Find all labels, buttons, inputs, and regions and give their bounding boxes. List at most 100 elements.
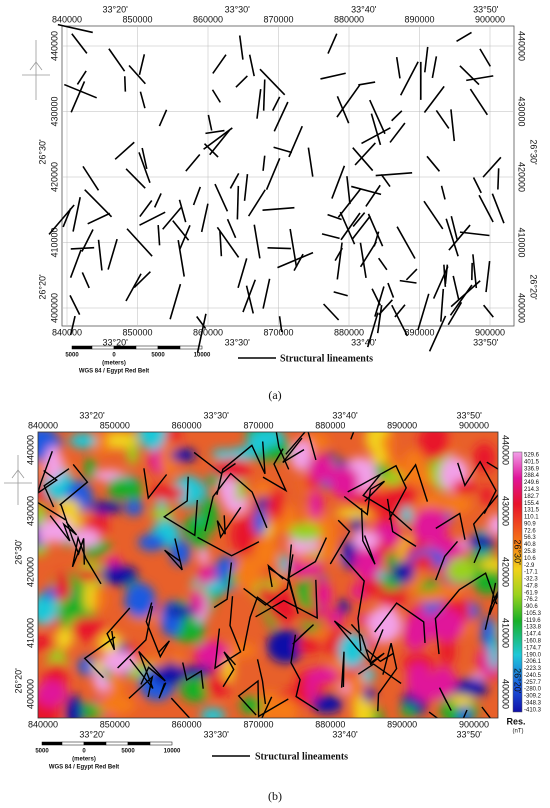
anomaly-blob	[83, 580, 96, 613]
lineament	[262, 79, 266, 111]
lineament	[238, 35, 244, 60]
lineament	[481, 706, 492, 718]
lineament	[376, 305, 383, 334]
lineament	[235, 75, 248, 88]
anomaly-blob	[379, 527, 401, 548]
lineament	[185, 154, 201, 172]
lineament	[434, 572, 498, 655]
lineament	[138, 152, 151, 183]
lineament	[423, 85, 445, 113]
lineament	[449, 284, 473, 316]
lineament	[43, 468, 70, 508]
lineament	[209, 129, 230, 156]
lineament	[108, 48, 126, 72]
anomaly-blob	[416, 493, 445, 510]
easting-label: 840000	[52, 327, 82, 337]
lineament	[435, 540, 459, 581]
lineament	[331, 165, 346, 199]
lineament	[71, 535, 102, 585]
scale-segment	[135, 345, 159, 350]
lineament	[352, 147, 374, 172]
anomaly-blob	[170, 448, 197, 463]
lineament	[327, 33, 338, 54]
lineament	[307, 147, 314, 177]
scale-datum: WGS 84 / Egypt Red Belt	[79, 369, 149, 375]
anomaly-blob	[137, 533, 166, 552]
anomaly-blob	[382, 471, 404, 486]
lineament	[360, 508, 376, 565]
lineament	[354, 142, 376, 166]
lineament	[395, 57, 401, 79]
lineament	[391, 110, 403, 122]
anomaly-blob	[38, 594, 58, 625]
lineament	[107, 238, 118, 270]
anomaly-blob	[223, 656, 235, 684]
easting-label: 870000	[263, 14, 293, 24]
lineament	[213, 562, 233, 609]
anomaly-blob	[279, 553, 290, 576]
anomaly-blob	[102, 650, 137, 673]
lineament	[278, 316, 283, 333]
colorbar-label: -174.7	[524, 645, 542, 651]
lineament	[207, 114, 213, 131]
colorbar-label: 214.3	[524, 487, 540, 493]
scale-unit: (meters)	[102, 361, 126, 367]
anomaly-blob	[38, 635, 57, 651]
legend-text: Structural lineaments	[255, 751, 348, 762]
colorbar-label: 401.5	[524, 459, 540, 465]
longitude-label: 33°20'	[79, 410, 105, 420]
lineament	[212, 54, 227, 74]
longitude-label: 33°50'	[457, 410, 483, 420]
lineament	[262, 206, 295, 211]
lineament	[399, 61, 419, 96]
lineament	[169, 283, 182, 320]
scale-label: 0	[112, 353, 116, 359]
lineament	[226, 218, 237, 239]
anomaly-blob	[411, 508, 449, 544]
colorbar-label: -76.2	[524, 597, 538, 603]
anomaly-blob	[88, 501, 124, 514]
anomaly-blob	[70, 616, 105, 641]
lineament	[69, 315, 76, 336]
lineament	[482, 156, 502, 178]
scale-segment	[91, 345, 115, 350]
easting-label: 890000	[404, 14, 434, 24]
anomaly-blob	[218, 476, 237, 504]
lineament	[267, 544, 292, 583]
anomaly-blob	[428, 608, 465, 642]
colorbar-label: -160.8	[524, 639, 542, 645]
lineament	[192, 186, 202, 206]
colorbar-label: 529.6	[524, 453, 540, 459]
lineament	[482, 304, 494, 318]
easting-label: 860000	[193, 14, 223, 24]
lineament	[438, 687, 452, 711]
anomaly-blob	[197, 549, 210, 564]
anomaly-field	[38, 432, 498, 718]
easting-label: 900000	[459, 719, 489, 729]
scale-segment	[113, 345, 137, 350]
lineament	[322, 303, 340, 321]
anomaly-blob	[267, 488, 285, 521]
anomaly-blob	[150, 507, 175, 521]
lineament	[339, 211, 356, 245]
lineament	[262, 155, 266, 171]
easting-label: 880000	[334, 327, 364, 337]
lineament	[84, 189, 113, 218]
colorbar-label: 249.6	[524, 480, 540, 486]
anomaly-blob	[309, 666, 340, 684]
lineament	[435, 512, 466, 540]
lineament	[466, 75, 494, 82]
lineament	[219, 231, 223, 257]
colorbar-label: -90.6	[524, 604, 538, 610]
lineament	[247, 189, 266, 217]
lineament	[366, 649, 395, 663]
lineament	[256, 89, 262, 119]
anomaly-blob	[288, 523, 322, 542]
colorbar-label: -2.9	[524, 563, 535, 569]
legend-text: Structural lineaments	[280, 353, 373, 364]
colorbar-label: -17.1	[524, 570, 538, 576]
easting-label: 870000	[243, 719, 273, 729]
longitude-label: 33°20'	[103, 337, 129, 347]
anomaly-blob	[69, 432, 99, 449]
lineament	[211, 89, 221, 103]
